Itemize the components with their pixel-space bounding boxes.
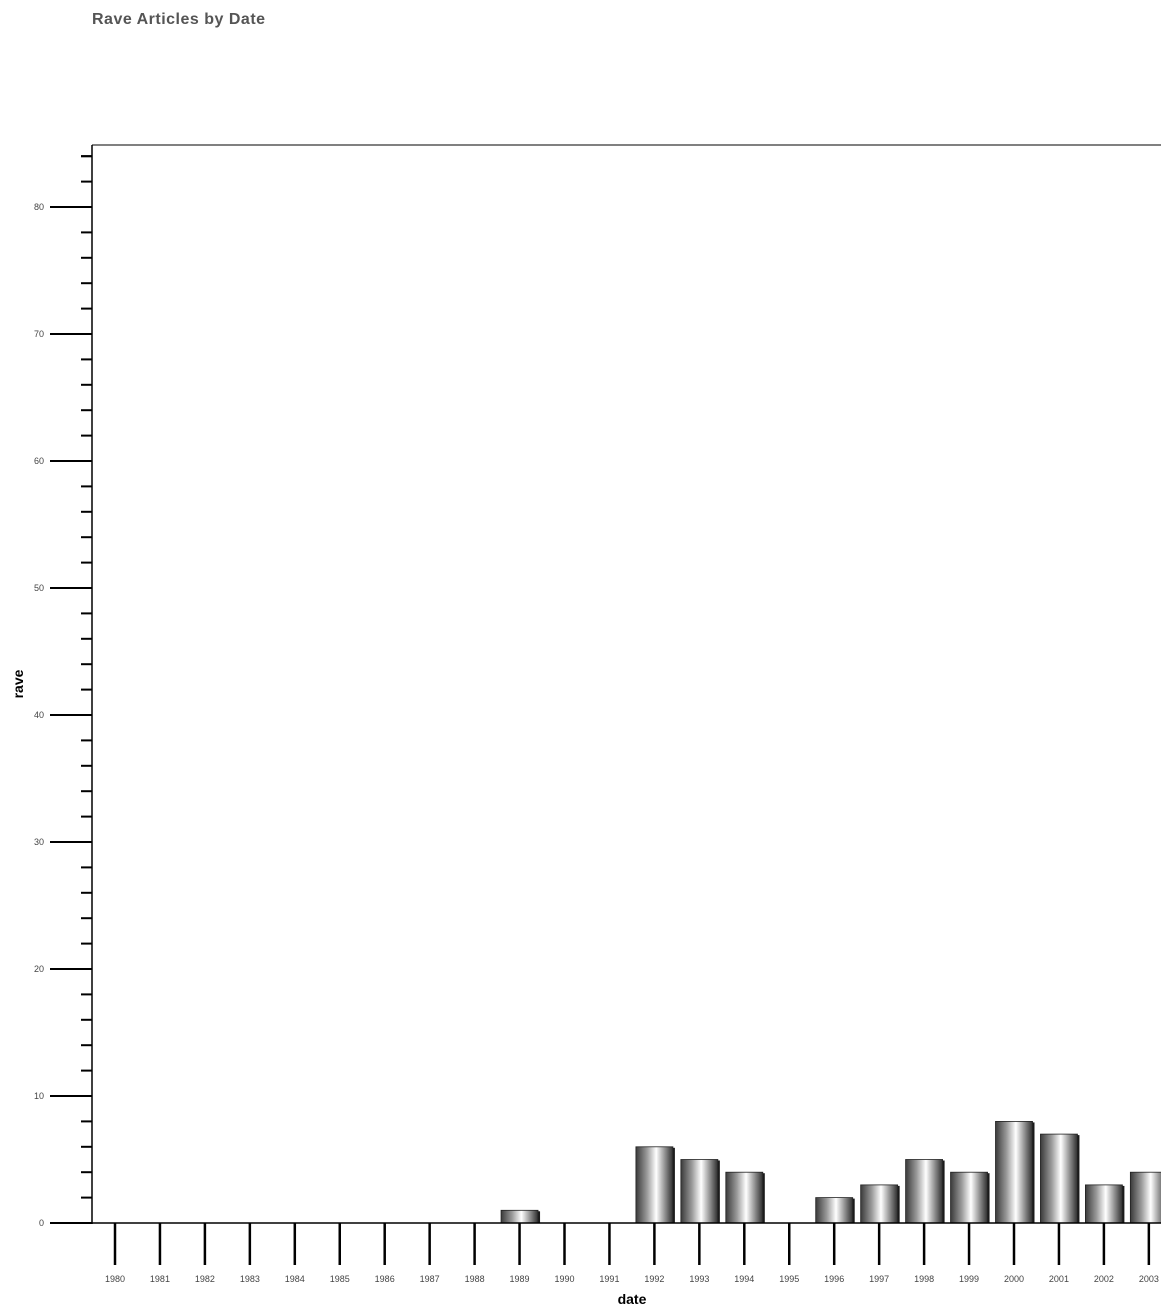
x-tick-label: 2002 — [1094, 1274, 1114, 1284]
x-tick-label: 1990 — [554, 1274, 574, 1284]
y-tick-label: 40 — [34, 710, 44, 720]
bar — [1040, 1133, 1078, 1224]
x-axis-label: date — [618, 1291, 647, 1307]
x-tick-label: 1996 — [824, 1274, 844, 1284]
x-tick-label: 1993 — [689, 1274, 709, 1284]
y-axis-label: rave — [10, 669, 26, 698]
x-tick-label: 1987 — [420, 1274, 440, 1284]
y-axis: 0 10 20 30 40 50 60 70 80 — [34, 155, 92, 1228]
bar — [815, 1197, 854, 1224]
x-tick-label: 1981 — [150, 1274, 170, 1284]
x-tick-label: 1999 — [959, 1274, 979, 1284]
x-tick-label: 1992 — [644, 1274, 664, 1284]
y-tick-label: 70 — [34, 329, 44, 339]
bar — [635, 1146, 674, 1224]
bar — [500, 1209, 539, 1224]
x-tick-label: 1989 — [510, 1274, 530, 1284]
x-tick-label: 2001 — [1049, 1274, 1069, 1284]
x-tick-label: 1998 — [914, 1274, 934, 1284]
bar — [1129, 1171, 1161, 1224]
bar — [1085, 1184, 1123, 1224]
bar — [950, 1171, 988, 1224]
y-tick-label: 60 — [34, 456, 44, 466]
bar — [860, 1184, 899, 1224]
y-tick-label: 0 — [39, 1218, 44, 1228]
bar — [905, 1159, 943, 1224]
x-tick-label: 1980 — [105, 1274, 125, 1284]
x-tick-label: 1984 — [285, 1274, 305, 1284]
x-tick-label: 1995 — [779, 1274, 799, 1284]
x-tick-label: 2000 — [1004, 1274, 1024, 1284]
x-tick-label: 1983 — [240, 1274, 260, 1284]
x-tick-label: 1988 — [465, 1274, 485, 1284]
plot-frame — [91, 144, 1161, 1224]
bar — [725, 1171, 764, 1224]
x-axis: 1980 1981 1982 1983 1984 1985 1986 1987 1988 1989… — [92, 1222, 1161, 1284]
y-tick-label: 80 — [34, 202, 44, 212]
y-tick-label: 30 — [34, 837, 44, 847]
bars — [500, 1121, 1161, 1224]
chart-title: Rave Articles by Date — [92, 11, 266, 28]
bar — [680, 1159, 719, 1224]
bar — [995, 1121, 1033, 1224]
x-tick-label: 2003 — [1139, 1274, 1159, 1284]
x-tick-label: 1991 — [599, 1274, 619, 1284]
y-tick-label: 10 — [34, 1091, 44, 1101]
x-tick-label: 1994 — [734, 1274, 754, 1284]
x-tick-label: 1997 — [869, 1274, 889, 1284]
x-tick-label: 1986 — [375, 1274, 395, 1284]
x-tick-label: 1982 — [195, 1274, 215, 1284]
x-tick-label: 1985 — [330, 1274, 350, 1284]
y-tick-label: 20 — [34, 964, 44, 974]
y-tick-label: 50 — [34, 583, 44, 593]
